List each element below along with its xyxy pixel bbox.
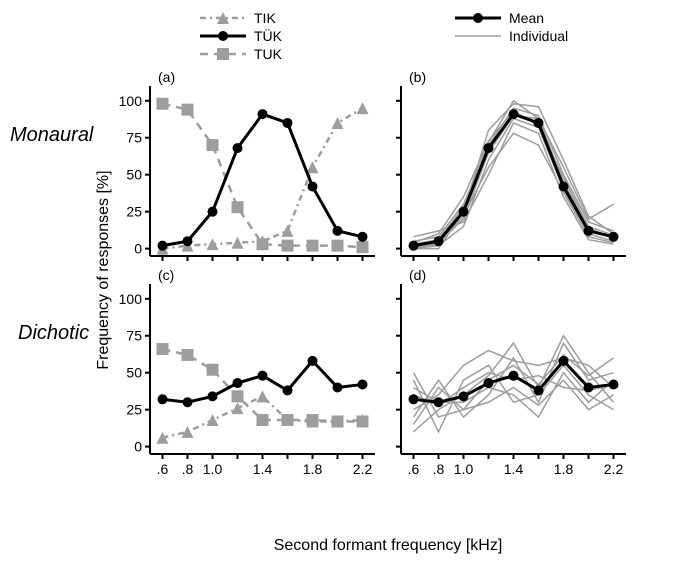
legend-mean: Mean xyxy=(509,10,544,26)
svg-text:100: 100 xyxy=(119,291,143,307)
legend-tuek: TÜK xyxy=(254,27,283,44)
svg-text:50: 50 xyxy=(126,365,142,381)
svg-text:0: 0 xyxy=(134,439,142,455)
svg-text:75: 75 xyxy=(126,328,142,344)
panel-label-a: (a) xyxy=(158,69,175,85)
svg-text:.6: .6 xyxy=(408,461,420,477)
svg-text:25: 25 xyxy=(126,402,142,418)
svg-text:100: 100 xyxy=(119,93,143,109)
row-title-dichotic: Dichotic xyxy=(18,322,89,344)
svg-text:0: 0 xyxy=(134,241,142,257)
legend-individual: Individual xyxy=(509,28,568,44)
svg-text:.6: .6 xyxy=(157,461,169,477)
svg-text:1.4: 1.4 xyxy=(253,461,273,477)
legend-tik: TIK xyxy=(254,10,276,26)
svg-text:2.2: 2.2 xyxy=(353,461,373,477)
svg-text:2.2: 2.2 xyxy=(604,461,624,477)
svg-text:.8: .8 xyxy=(182,461,194,477)
svg-text:1.8: 1.8 xyxy=(303,461,323,477)
svg-text:50: 50 xyxy=(126,167,142,183)
row-title-monaural: Monaural xyxy=(10,124,94,146)
svg-text:1.0: 1.0 xyxy=(454,461,474,477)
svg-text:75: 75 xyxy=(126,130,142,146)
svg-text:1.8: 1.8 xyxy=(554,461,574,477)
svg-text:1.0: 1.0 xyxy=(203,461,223,477)
y-axis-label: Frequency of responses [%] xyxy=(95,170,112,369)
panel-label-b: (b) xyxy=(409,69,426,85)
svg-text:.8: .8 xyxy=(433,461,445,477)
legend-tuk: TUK xyxy=(254,46,283,62)
panel-label-c: (c) xyxy=(158,267,174,283)
panel-label-d: (d) xyxy=(409,267,426,283)
x-axis-label: Second formant frequency [kHz] xyxy=(274,537,503,554)
svg-text:25: 25 xyxy=(126,204,142,220)
svg-text:1.4: 1.4 xyxy=(504,461,524,477)
